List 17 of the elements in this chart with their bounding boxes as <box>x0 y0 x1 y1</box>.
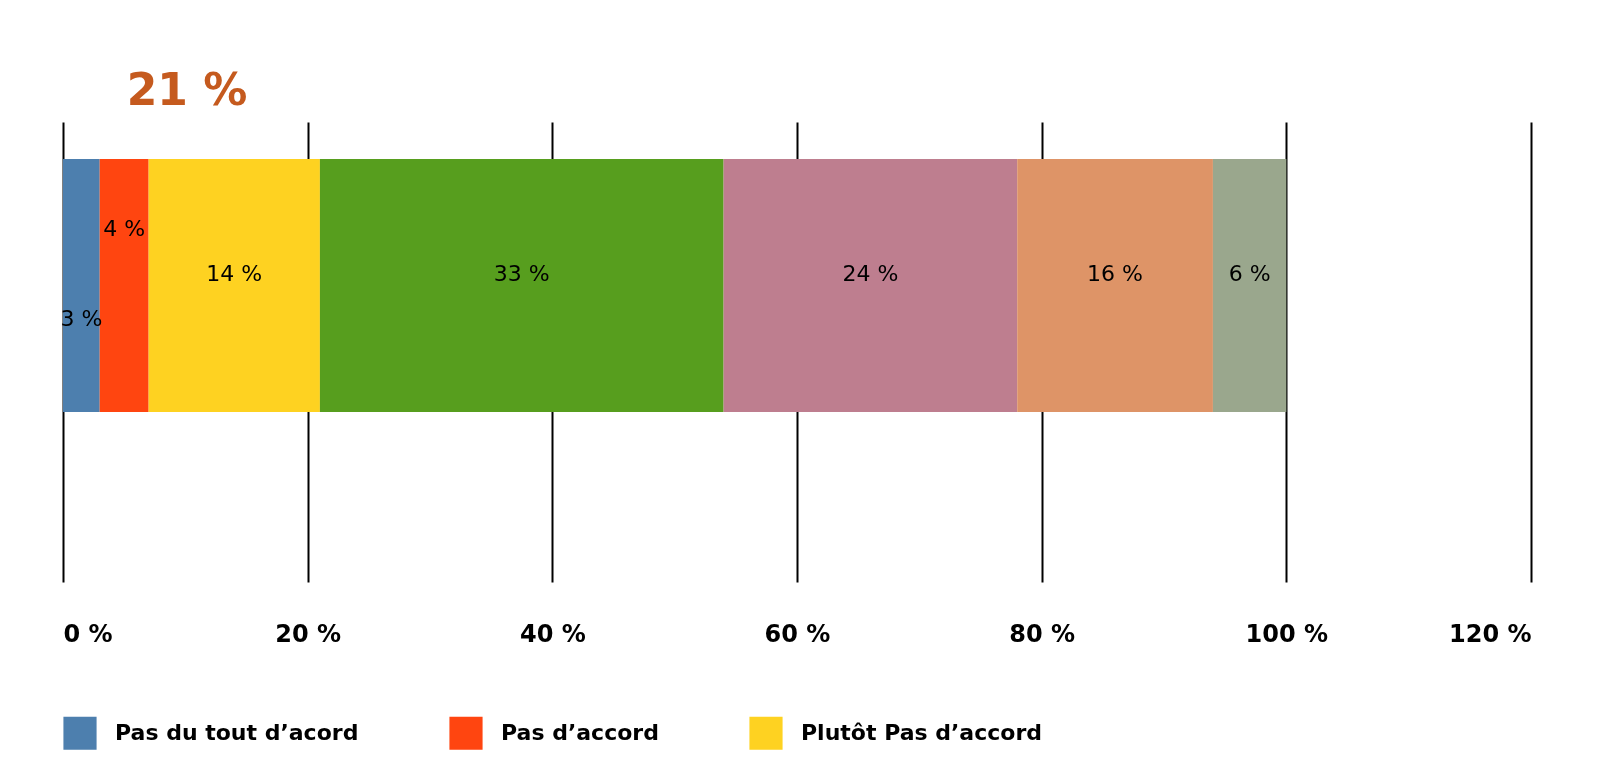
legend-label: Pas d’accord <box>501 720 659 746</box>
data-label: 33 % <box>493 261 550 286</box>
legend-label: Plutôt Pas d’accord <box>801 720 1043 746</box>
x-tick-label: 80 % <box>1009 619 1076 648</box>
x-tick-label: 0 % <box>63 619 113 648</box>
data-label: 14 % <box>206 261 263 286</box>
data-label: 4 % <box>103 216 146 241</box>
x-tick-label: 40 % <box>519 619 586 648</box>
legend-label: Pas du tout d’acord <box>115 720 359 746</box>
x-tick-label: 20 % <box>275 619 342 648</box>
data-label: 16 % <box>1087 261 1144 286</box>
text: 21 % <box>126 64 248 115</box>
x-tick-label: 60 % <box>764 619 831 648</box>
data-label: 6 % <box>1228 261 1271 286</box>
x-tick-label: 120 % <box>1449 619 1532 648</box>
data-label: 24 % <box>842 261 899 286</box>
x-tick-label: 100 % <box>1245 619 1329 648</box>
